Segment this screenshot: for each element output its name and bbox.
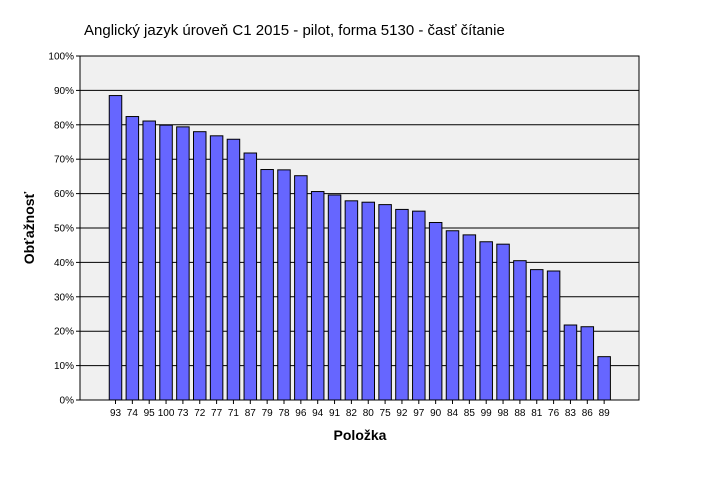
y-tick-label: 50% [54,224,74,235]
bar [243,152,258,401]
x-tick-label: 94 [312,408,324,419]
bar [344,200,359,401]
x-tick-label: 76 [548,408,560,419]
bar [260,169,274,401]
x-tick-label: 81 [531,408,543,419]
bar [462,234,477,401]
x-tick-label: 82 [346,408,358,419]
bar [530,269,544,401]
x-tick-label: 90 [430,408,442,419]
y-tick-label: 30% [54,292,74,303]
x-tick-label: 78 [278,408,290,419]
bar [546,270,561,401]
bar [378,204,392,401]
x-tick-label: 91 [329,408,341,419]
y-tick-label: 90% [54,86,74,97]
x-tick-label: 95 [144,408,156,419]
x-tick-label: 84 [447,408,459,419]
x-tick-label: 74 [127,408,139,419]
bar [142,120,156,401]
bar [176,126,190,401]
bar [294,175,308,401]
x-axis-ticks: 93 74 95 100 73 72 77 71 87 79 78 96 94 91 82 80 75 92 97 9… [110,400,610,419]
bar [412,210,426,401]
bars [108,95,611,401]
bar [209,135,224,401]
x-tick-label: 77 [211,408,223,419]
y-tick-label: 20% [54,327,74,338]
x-tick-label: 79 [262,408,274,419]
gridlines [80,89,639,367]
x-tick-label: 85 [464,408,476,419]
y-tick-label: 70% [54,155,74,166]
bar [193,131,207,401]
bar [226,138,241,401]
y-tick-label: 80% [54,120,74,131]
x-tick-label: 98 [497,408,509,419]
bar [327,194,342,401]
x-tick-label: 97 [413,408,425,419]
bar [310,191,325,401]
chart-title: Anglický jazyk úroveň C1 2015 - pilot, f… [84,22,505,39]
x-tick-label: 100 [158,408,175,419]
x-tick-label: 75 [380,408,392,419]
bar [513,260,527,401]
bar [597,356,611,401]
x-axis-title: Položka [334,427,387,443]
x-tick-label: 87 [245,408,257,419]
x-tick-label: 89 [599,408,611,419]
bar [277,169,291,401]
bar [361,201,375,401]
x-tick-label: 80 [363,408,375,419]
x-tick-label: 88 [514,408,526,419]
bar [496,243,510,401]
y-tick-label: 60% [54,189,74,200]
bar [428,222,443,401]
bar [479,241,493,401]
y-tick-label: 100% [48,52,74,63]
x-tick-label: 86 [582,408,594,419]
bar [159,124,173,401]
y-tick-label: 10% [54,361,74,372]
y-axis-title: Obťažnosť [21,191,37,264]
bar [125,116,140,401]
bar [445,230,460,401]
y-axis-ticks: 0% 10% 20% 30% 40% 50% 60% 70% 80% 90% 100% [48,52,80,407]
x-tick-label: 99 [481,408,493,419]
x-tick-label: 93 [110,408,122,419]
bar [395,208,409,401]
x-tick-label: 92 [396,408,408,419]
x-tick-label: 72 [194,408,206,419]
x-tick-label: 96 [295,408,307,419]
y-tick-label: 40% [54,258,74,269]
y-tick-label: 0% [60,396,75,407]
bar [580,326,595,401]
x-tick-label: 73 [177,408,189,419]
x-tick-label: 71 [228,408,240,419]
bar [108,95,123,401]
x-tick-label: 83 [565,408,577,419]
bar [563,324,578,401]
